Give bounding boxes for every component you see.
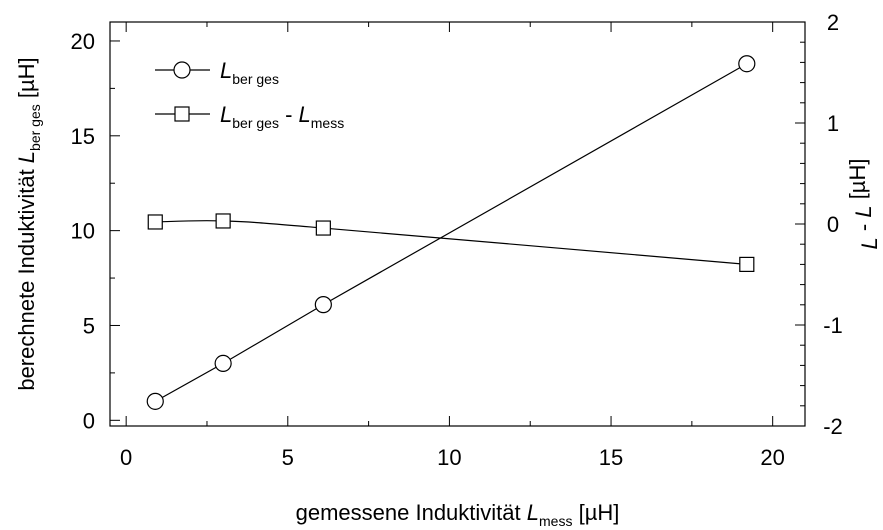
legend-symbol: L [220,58,232,83]
y-right-axis-label-unit: [µH] [845,159,870,206]
x-axis-label-prefix: gemessene Induktivität [296,500,527,525]
y-left-tick-label: 15 [71,124,95,149]
y-left-tick-label: 0 [83,408,95,433]
y-left-axis-label-symbol: L [14,151,39,163]
plot-frame [110,22,805,426]
legend-square-marker [175,107,189,121]
y-right-axis-label-symbol-2: L [851,205,876,217]
x-tick-label: 5 [282,445,294,470]
y-right-tick-label: -1 [823,313,843,338]
legend-symbol-2: L [299,102,311,127]
y-left-tick-label: 10 [71,219,95,244]
series-l-ber-ges-point [147,393,163,409]
series-difference-point [216,214,230,228]
y-left-tick-label: 20 [71,29,95,54]
series-difference-line [155,221,747,265]
series-l-ber-ges-point [739,56,755,72]
y-right-tick-label: 1 [827,111,839,136]
y-left-tick-label: 5 [83,313,95,338]
legend-subscript-2: mess [311,115,344,131]
x-axis-label-subscript: mess [539,513,572,529]
x-tick-label: 15 [599,445,623,470]
y-left-axis-label-unit: [µH] [14,57,39,104]
y-right-tick-label: 2 [827,10,839,35]
legend-minus: - [279,102,299,127]
series-l-ber-ges-point [315,297,331,313]
y-right-axis-label-minus: - [851,218,876,238]
legend-subscript-1: ber ges [232,115,279,131]
series-l-ber-ges-point [215,355,231,371]
legend-label: Lber ges [220,58,279,87]
legend-label: Lber ges - Lmess [220,102,344,131]
x-tick-label: 0 [120,445,132,470]
y-right-axis-label-symbol-1: L [857,237,882,249]
legend-symbol-1: L [220,102,232,127]
x-tick-label: 10 [437,445,461,470]
x-axis-label: gemessene Induktivität Lmess [µH] [296,500,620,529]
series-difference-point [316,221,330,235]
y-left-axis-label-subscript: ber ges [27,104,43,151]
y-right-axis-label: L - L [µH] [845,159,882,250]
series-difference-point [740,257,754,271]
series-difference-point [148,215,162,229]
y-left-axis-label-prefix: berechnete Induktivität [14,163,39,390]
x-axis-label-unit: [µH] [572,500,619,525]
legend-subscript: ber ges [232,71,279,87]
legend-circle-marker [174,62,190,78]
y-left-axis-label: berechnete Induktivität Lber ges [µH] [14,57,43,390]
x-tick-label: 20 [760,445,784,470]
y-right-tick-label: -2 [823,414,843,439]
x-axis-label-symbol: L [527,500,539,525]
y-right-tick-label: 0 [827,212,839,237]
